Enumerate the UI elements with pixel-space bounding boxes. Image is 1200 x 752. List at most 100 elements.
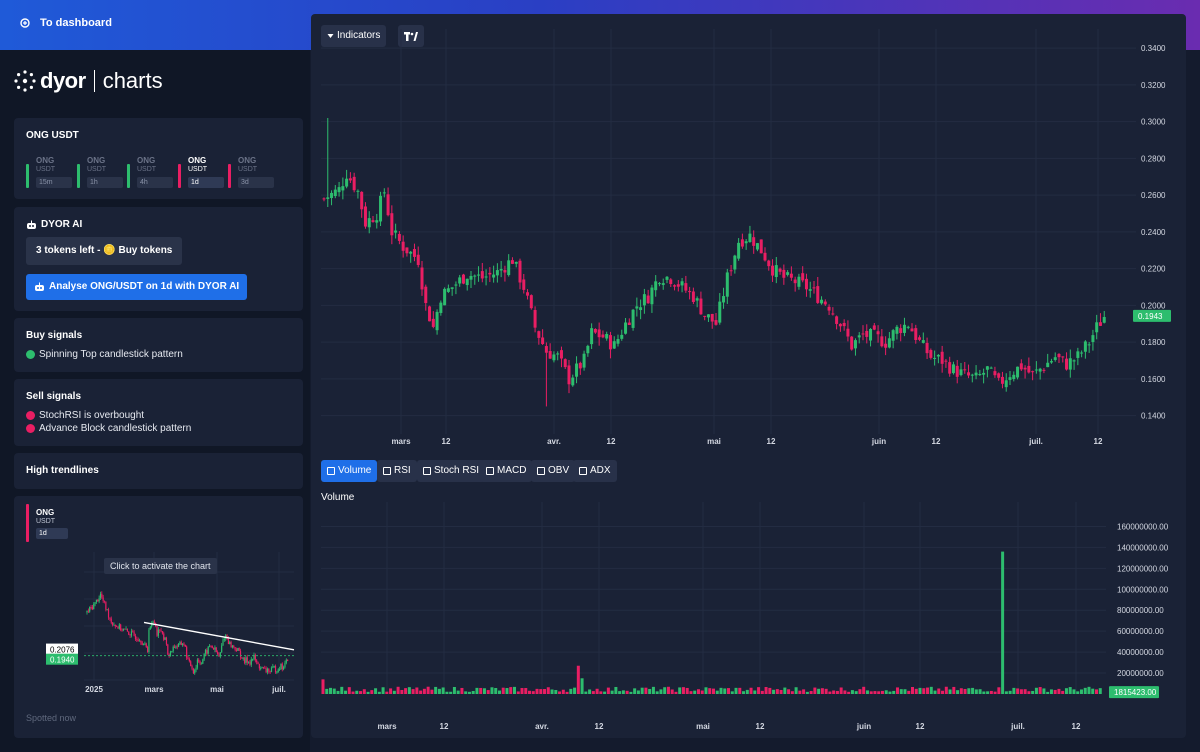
volume-bar: [366, 691, 370, 694]
volume-bar: [1019, 689, 1023, 694]
volume-bar: [1098, 688, 1102, 694]
volume-x-tick: mai: [696, 722, 710, 731]
timeframe-label: 4h: [137, 177, 173, 188]
to-dashboard-label: To dashboard: [40, 17, 112, 29]
volume-bar: [681, 687, 685, 694]
mini-candle-body: [249, 661, 251, 665]
candle-body: [1019, 363, 1023, 370]
candle-body: [718, 301, 722, 323]
mini-candle-body: [262, 667, 265, 668]
volume-bar: [952, 686, 956, 694]
candle-body: [827, 306, 831, 311]
volume-bar: [374, 688, 378, 694]
volume-bar: [790, 691, 794, 694]
high-trendline: [143, 621, 295, 651]
volume-bar: [1083, 687, 1087, 694]
candle-body: [1038, 368, 1042, 372]
volume-bar: [621, 690, 625, 694]
candle-body: [352, 176, 356, 191]
indicator-tab-label: MACD: [497, 465, 527, 476]
mini-candle-body: [202, 659, 204, 664]
volume-bar: [674, 691, 678, 694]
candle-body: [906, 326, 910, 328]
candle-body: [575, 363, 579, 377]
trendline-card[interactable]: ONG USDT 1d 2025 mars mai juil. 0.2076 0.1940…: [14, 496, 303, 738]
candle-body: [823, 301, 827, 305]
indicator-tab-macd[interactable]: MACD: [480, 460, 533, 482]
candle-body: [526, 292, 530, 296]
price-y-tick: 0.2200: [1141, 265, 1166, 274]
price-x-tick: 12: [767, 437, 776, 446]
mini-candle-body: [182, 643, 184, 645]
trendline-price-label: 0.2076: [50, 646, 75, 655]
mini-candle-body: [204, 650, 207, 654]
candle-body: [552, 354, 556, 361]
mini-candle-body: [122, 628, 124, 631]
mini-candle-body: [91, 607, 93, 610]
indicators-button[interactable]: Indicators: [321, 25, 387, 47]
mini-candle-body: [149, 626, 151, 630]
indicator-tab-obv[interactable]: OBV: [531, 460, 576, 482]
indicator-tab-stoch-rsi[interactable]: Stoch RSI: [417, 460, 486, 482]
mini-candle-body: [129, 634, 131, 636]
volume-chart[interactable]: 160000000.00 140000000.00 120000000.00 1000…: [311, 502, 1186, 737]
price-y-tick: 0.3400: [1141, 44, 1166, 53]
volume-bar: [565, 691, 569, 694]
buy-tokens-button[interactable]: 3 tokens left - 🪙 Buy tokens: [26, 237, 183, 265]
candle-body: [495, 270, 499, 276]
timeframe-1h[interactable]: ONG USDT 1h: [77, 156, 123, 188]
mini-candle-body: [246, 657, 248, 663]
volume-y-tick: 160000000.00: [1117, 522, 1169, 531]
volume-bar: [929, 686, 933, 694]
to-dashboard-link[interactable]: To dashboard: [20, 17, 112, 29]
candle-body: [1042, 369, 1046, 371]
indicators-label: Indicators: [337, 30, 381, 41]
candle-body: [755, 243, 759, 250]
trendlines-header-panel[interactable]: High trendlines: [14, 453, 303, 489]
analyse-ai-button[interactable]: Analyse ONG/USDT on 1d with DYOR AI: [26, 274, 248, 300]
timeframe-15m[interactable]: ONG USDT 15m: [26, 156, 72, 188]
volume-bar: [1079, 689, 1083, 694]
timeframe-3d[interactable]: ONG USDT 3d: [228, 156, 274, 188]
timeframe-color-bar: [77, 164, 80, 188]
timeframe-1d[interactable]: ONG USDT 1d: [178, 156, 224, 188]
volume-bar: [625, 690, 629, 694]
indicator-tab-rsi[interactable]: RSI: [377, 460, 417, 482]
candle-body: [978, 374, 982, 376]
timeframe-base: ONG: [137, 156, 156, 165]
mini-candle-body: [151, 623, 153, 627]
indicator-tab-volume[interactable]: Volume: [321, 460, 378, 482]
mini-candle-body: [254, 654, 256, 661]
mini-candle-body: [268, 668, 270, 672]
mini-candle-body: [272, 666, 274, 668]
candle-body: [1000, 376, 1004, 384]
tradingview-logo-button[interactable]: [398, 25, 424, 47]
volume-bar: [971, 687, 975, 694]
timeframe-4h[interactable]: ONG USDT 4h: [127, 156, 173, 188]
price-candlestick-chart[interactable]: 0.3400 0.3200 0.3000 0.2800 0.2600 0.2400 0.22…: [311, 14, 1186, 449]
mini-candle-body: [167, 644, 169, 655]
robot-icon: [27, 220, 36, 229]
volume-bar: [963, 688, 967, 694]
candle-body: [541, 337, 545, 345]
volume-x-tick: juil.: [1010, 722, 1025, 731]
volume-bar: [377, 691, 381, 694]
dyor-logo[interactable]: dyor charts: [14, 68, 163, 94]
activate-chart-overlay[interactable]: Click to activate the chart: [104, 558, 217, 574]
candle-body: [367, 218, 371, 228]
volume-bar: [892, 690, 896, 694]
candle-body: [420, 267, 424, 290]
timeframe-label: 3d: [238, 177, 274, 188]
mini-candle-body: [222, 639, 224, 646]
price-y-tick: 0.3000: [1141, 118, 1166, 127]
volume-bar: [738, 687, 742, 694]
indicator-tab-adx[interactable]: ADX: [573, 460, 617, 482]
mini-candle-body: [98, 598, 100, 602]
sell-signal-item: Advance Block candlestick pattern: [26, 423, 191, 434]
volume-bar: [895, 687, 899, 694]
mini-candle-body: [234, 647, 236, 650]
buy-signal-label: Spinning Top candlestick pattern: [39, 349, 183, 360]
candle-body: [458, 277, 462, 284]
volume-bar: [321, 679, 325, 694]
